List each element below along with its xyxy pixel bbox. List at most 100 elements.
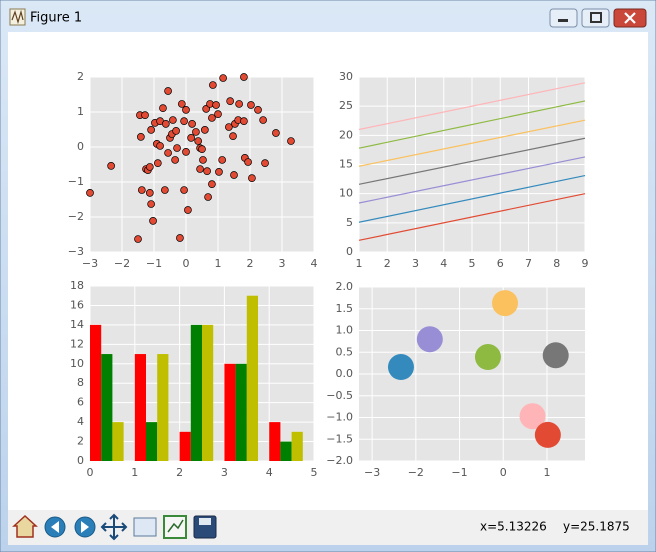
x-tick-label: 3 (279, 257, 286, 270)
subplots-icon (167, 519, 184, 533)
x-tick-label: 8 (553, 257, 560, 270)
point (159, 104, 167, 113)
home-button[interactable] (12, 514, 38, 538)
point (188, 120, 196, 128)
point (240, 73, 248, 81)
subplot: −3 −2 −1 0 1 −2.0 −1.5 −1.0 −0.5 0.0 0.5 1.0 1.5 2.0 (326, 280, 585, 479)
point (177, 100, 186, 108)
bubble (416, 326, 443, 353)
zoom-button[interactable] (133, 517, 157, 537)
x-tick-label: 4 (311, 257, 318, 270)
y-tick-label: 0 (77, 454, 84, 467)
point (161, 120, 170, 128)
bar (190, 324, 202, 461)
point (145, 163, 154, 171)
point (145, 189, 154, 197)
point (240, 117, 248, 125)
point (147, 200, 155, 208)
point (164, 87, 172, 95)
y-tick-label: 2.0 (336, 280, 354, 293)
point (164, 149, 172, 157)
y-tick-label: 1.5 (336, 302, 354, 315)
x-tick-label: −1 (451, 466, 467, 479)
point (184, 206, 192, 214)
point (235, 100, 243, 108)
point (149, 217, 157, 225)
bubble (474, 344, 501, 371)
x-tick-label: 1 (356, 257, 363, 270)
x-tick-label: 0 (183, 257, 190, 270)
point (171, 156, 179, 164)
y-tick-label: −3 (68, 245, 84, 258)
bar (157, 354, 169, 461)
y-tick-label: 4 (77, 415, 84, 428)
point (259, 116, 267, 124)
point (194, 137, 203, 145)
point (230, 171, 238, 179)
y-tick-label: 25 (339, 99, 353, 112)
bar (224, 363, 236, 461)
x-tick-label: 1 (543, 466, 550, 479)
y-tick-label: 2 (77, 435, 84, 448)
y-tick-label: −1 (68, 175, 84, 188)
point (161, 186, 169, 194)
point (107, 162, 115, 170)
y-tick-label: 20 (339, 128, 353, 141)
x-tick-label: 1 (215, 257, 222, 270)
y-tick-label: 16 (70, 298, 84, 311)
maximize-button[interactable] (581, 8, 610, 28)
x-tick-label: 5 (469, 257, 476, 270)
point (141, 111, 149, 120)
subplots-button[interactable] (163, 515, 187, 539)
bar (291, 431, 303, 461)
point (209, 81, 217, 89)
close-icon (624, 12, 636, 24)
bar (134, 354, 146, 461)
line (358, 82, 586, 131)
bubble (519, 403, 546, 430)
point (147, 126, 155, 134)
x-tick-label: 0 (87, 466, 94, 479)
point (204, 193, 212, 201)
point (182, 106, 190, 114)
point (287, 137, 295, 145)
point (180, 186, 188, 194)
x-tick-label: 0 (500, 466, 507, 479)
minimize-button[interactable] (549, 8, 578, 28)
minimize-icon (558, 19, 568, 22)
toolbar-buttons (12, 513, 217, 541)
y-tick-label: 0.5 (336, 345, 354, 358)
home-icon (12, 514, 38, 538)
y-tick-label: 30 (339, 70, 353, 83)
back-icon (51, 521, 59, 533)
line (358, 137, 586, 185)
pan-button[interactable] (100, 513, 128, 541)
subplot: 1 2 3 4 5 6 7 8 9 0 5 10 15 20 25 30 (339, 70, 589, 270)
point (192, 128, 200, 136)
y-tick-label: 15 (339, 158, 353, 171)
x-tick-label: −3 (82, 257, 98, 270)
point (134, 235, 142, 243)
x-tick-label: 4 (266, 466, 273, 479)
plot-area (90, 77, 314, 252)
bar (246, 295, 258, 461)
bar (101, 354, 113, 461)
y-tick-label: 10 (339, 187, 353, 200)
point (153, 159, 162, 167)
x-tick-label: 5 (311, 466, 318, 479)
y-tick-label: 1 (77, 105, 84, 118)
point (86, 189, 94, 197)
point (219, 74, 227, 82)
point (215, 168, 223, 176)
y-tick-label: 14 (70, 318, 84, 331)
x-tick-label: 3 (412, 257, 419, 270)
y-tick-label: 0.0 (336, 367, 354, 380)
bubble (492, 290, 519, 317)
y-tick-label: 0 (346, 245, 353, 258)
point (198, 145, 206, 153)
y-tick-label: 5 (346, 216, 353, 229)
point (182, 148, 190, 156)
point (248, 174, 256, 182)
y-tick-label: 6 (77, 396, 84, 409)
